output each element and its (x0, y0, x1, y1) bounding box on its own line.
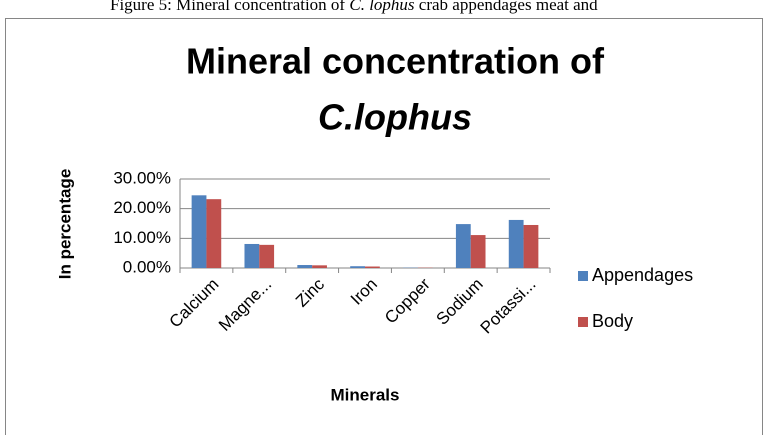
bar (312, 265, 327, 268)
bar (191, 195, 207, 268)
bar (365, 266, 380, 268)
bar (470, 235, 486, 268)
legend-swatch (578, 317, 588, 327)
y-tick-label: 30.00% (113, 168, 171, 187)
caption-text: Figure 5: Mineral concentration of (110, 0, 349, 14)
y-axis-label: In percentage (55, 169, 74, 280)
bar (455, 224, 471, 268)
chart-frame (5, 18, 763, 435)
y-tick-label: 10.00% (113, 228, 171, 247)
x-tick-label: Copper (381, 274, 434, 327)
chart-title: Mineral concentration of (186, 41, 605, 82)
legend-label: Appendages (592, 265, 693, 285)
x-tick-label: Potassi... (477, 275, 540, 338)
chart-title: C.lophus (318, 97, 472, 138)
caption-text: crab appendages meat and (415, 0, 599, 14)
x-tick-label: Iron (347, 275, 381, 309)
bar (206, 199, 222, 268)
legend-label: Body (592, 311, 633, 331)
x-tick-label: Magne... (215, 275, 275, 335)
x-tick-label: Zinc (292, 274, 328, 310)
x-tick-label: Calcium (166, 275, 223, 332)
figure-caption: Figure 5: Mineral concentration of C. lo… (110, 0, 598, 14)
y-tick-label: 20.00% (113, 198, 171, 217)
caption-species: C. lophus (349, 0, 415, 14)
bar (297, 265, 313, 268)
x-tick-label: Sodium (433, 275, 487, 329)
x-axis-label: Minerals (331, 385, 400, 404)
y-tick-label: 0.00% (123, 257, 171, 276)
bar (259, 244, 275, 268)
legend-swatch (578, 271, 588, 281)
bar (523, 224, 539, 268)
bar (350, 266, 365, 268)
bar (244, 243, 260, 268)
bar (508, 219, 524, 268)
